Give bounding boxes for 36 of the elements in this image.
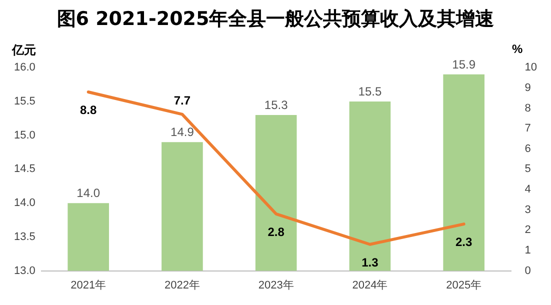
y2-tick-label: 6: [524, 142, 531, 155]
y2-tick-label: 0: [524, 264, 531, 277]
data-label: 14.9: [170, 125, 194, 140]
y-tick-label: 13.5: [14, 230, 36, 243]
y-tick-label: 15.5: [14, 96, 36, 108]
chart-title: 图6 2021-2025年全县一般公共预算收入及其增速: [56, 7, 496, 32]
y2-axis-title: %: [512, 42, 523, 56]
y-tick-label: 15.0: [14, 129, 36, 142]
x-tick-label: 2025年: [446, 279, 482, 292]
y-tick-label: 16.0: [14, 62, 36, 74]
data-label: 15.5: [358, 84, 382, 98]
y2-tick-label: 10: [524, 62, 538, 74]
y2-tick-label: 3: [524, 204, 531, 216]
y-tick-label: 14.5: [14, 163, 36, 176]
data-label: 15.9: [452, 57, 476, 72]
data-label: 15.3: [264, 98, 288, 112]
x-tick-label: 2022年: [164, 279, 200, 292]
y2-tick-label: 5: [524, 163, 531, 176]
x-tick-label: 2021年: [70, 279, 106, 292]
x-tick-label: 2024年: [352, 279, 388, 292]
y2-tick-label: 8: [524, 102, 531, 114]
y2-tick-label: 1: [524, 244, 531, 257]
y-tick-label: 14.0: [14, 197, 36, 210]
y2-tick-label: 2: [524, 224, 531, 236]
data-label: 7.7: [174, 93, 191, 108]
data-label: 2.3: [455, 235, 472, 250]
data-label: 1.3: [362, 255, 379, 270]
data-label: 2.8: [268, 224, 285, 239]
data-label: 8.8: [80, 102, 98, 117]
y2-tick-label: 9: [524, 82, 531, 94]
y2-tick-label: 4: [524, 184, 531, 196]
y2-tick-label: 7: [524, 122, 531, 135]
x-tick-label: 2023年: [258, 279, 294, 292]
y-tick-label: 13.0: [14, 264, 36, 277]
y-axis-title: 亿元: [12, 42, 36, 59]
data-label: 14.0: [76, 186, 100, 200]
